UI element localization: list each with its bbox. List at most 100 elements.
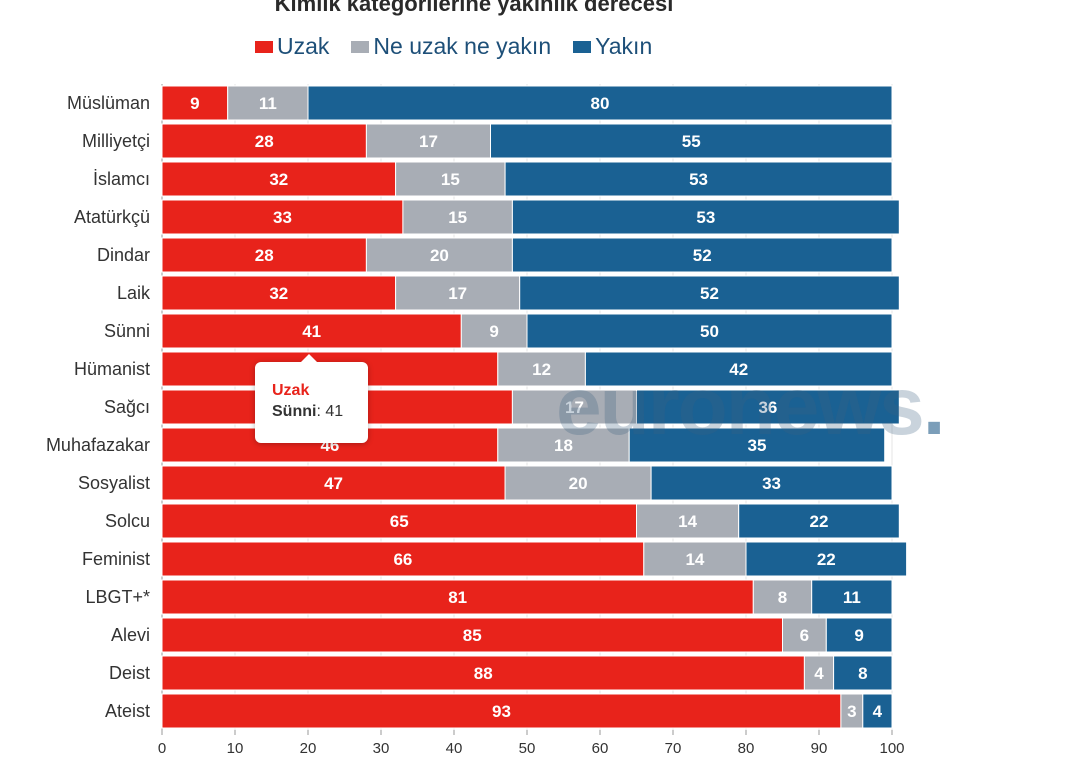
bar-uzak-deist[interactable]	[161, 655, 805, 691]
bar-yak-n-milliyet-i[interactable]	[490, 123, 893, 159]
data-label-ne-uzak-ne-yak-n-sa-c: 17	[565, 398, 584, 417]
data-label-uzak-lbgt: 81	[448, 588, 467, 607]
category-label-muhafazakar: Muhafazakar	[46, 435, 150, 455]
tooltip-series: Uzak	[272, 382, 310, 399]
data-label-yak-n-atat-rk: 53	[696, 208, 715, 227]
data-label-ne-uzak-ne-yak-n-deist: 4	[814, 664, 824, 683]
bar-ne-uzak-ne-yak-n-deist[interactable]	[803, 655, 835, 691]
euronews-watermark: euronews.	[556, 366, 946, 448]
category-label-dindar: Dindar	[97, 245, 150, 265]
bar-uzak-lbgt[interactable]	[161, 579, 754, 615]
category-label-i-slamc: İslamcı	[93, 169, 150, 189]
data-label-yak-n-deist: 8	[858, 664, 867, 683]
data-label-uzak-feminist: 66	[393, 550, 412, 569]
data-label-ne-uzak-ne-yak-n-feminist: 14	[685, 550, 704, 569]
data-label-yak-n-i-slamc: 53	[689, 170, 708, 189]
data-label-uzak-deist: 88	[474, 664, 493, 683]
category-label-sa-c: Sağcı	[104, 397, 150, 417]
data-label-uzak-s-nni: 41	[302, 322, 321, 341]
legend-item-uzak[interactable]: Uzak	[255, 33, 329, 60]
category-label-lbgt: LBGT+*	[85, 587, 150, 607]
data-label-uzak-milliyet-i: 28	[255, 132, 274, 151]
bar-yak-n-feminist[interactable]	[745, 541, 908, 577]
bar-uzak-i-slamc[interactable]	[161, 161, 397, 197]
category-label-m-sl-man: Müslüman	[67, 93, 150, 113]
bar-ne-uzak-ne-yak-n-lbgt[interactable]	[752, 579, 813, 615]
bar-uzak-sosyalist[interactable]	[161, 465, 506, 501]
bar-yak-n-laik[interactable]	[519, 275, 900, 311]
x-tick-label: 30	[373, 740, 390, 757]
data-label-ne-uzak-ne-yak-n-dindar: 20	[430, 246, 449, 265]
x-tick-label: 20	[300, 740, 317, 757]
data-label-uzak-solcu: 65	[390, 512, 409, 531]
bar-uzak-ateist[interactable]	[161, 693, 842, 729]
bar-uzak-alevi[interactable]	[161, 617, 783, 653]
bar-ne-uzak-ne-yak-n-dindar[interactable]	[365, 237, 513, 273]
data-label-uzak-alevi: 85	[463, 626, 482, 645]
bar-ne-uzak-ne-yak-n-feminist[interactable]	[643, 541, 747, 577]
bar-yak-n-sa-c[interactable]	[636, 389, 900, 425]
legend-item-ne-uzak-ne-yakin[interactable]: Ne uzak ne yakın	[351, 33, 551, 60]
bar-ne-uzak-ne-yak-n-laik[interactable]	[395, 275, 521, 311]
legend-label-ne-uzak-ne-yakin: Ne uzak ne yakın	[373, 33, 552, 59]
watermark-dot: .	[922, 361, 946, 452]
bar-yak-n-deist[interactable]	[833, 655, 893, 691]
bar-ne-uzak-ne-yak-n-muhafazakar[interactable]	[497, 427, 630, 463]
bar-ne-uzak-ne-yak-n-h-manist[interactable]	[497, 351, 586, 387]
data-label-ne-uzak-ne-yak-n-sosyalist: 20	[569, 474, 588, 493]
category-label-sosyalist: Sosyalist	[78, 473, 150, 493]
bar-yak-n-s-nni[interactable]	[526, 313, 893, 349]
bar-yak-n-muhafazakar[interactable]	[628, 427, 886, 463]
bar-yak-n-sosyalist[interactable]	[650, 465, 893, 501]
bar-uzak-atat-rk[interactable]	[161, 199, 404, 235]
x-tick-label: 100	[879, 740, 904, 757]
category-label-deist: Deist	[109, 663, 150, 683]
bar-uzak-dindar[interactable]	[161, 237, 367, 273]
bar-yak-n-i-slamc[interactable]	[504, 161, 893, 197]
bar-yak-n-dindar[interactable]	[511, 237, 893, 273]
bar-ne-uzak-ne-yak-n-i-slamc[interactable]	[395, 161, 506, 197]
bar-yak-n-solcu[interactable]	[738, 503, 900, 539]
data-label-ne-uzak-ne-yak-n-alevi: 6	[800, 626, 809, 645]
bar-ne-uzak-ne-yak-n-atat-rk[interactable]	[402, 199, 513, 235]
data-label-ne-uzak-ne-yak-n-laik: 17	[448, 284, 467, 303]
tooltip: Uzak Sünni: 41	[255, 354, 368, 443]
data-label-yak-n-milliyet-i: 55	[682, 132, 701, 151]
bar-ne-uzak-ne-yak-n-s-nni[interactable]	[460, 313, 528, 349]
legend: Uzak Ne uzak ne yakın Yakın	[255, 33, 652, 60]
category-label-alevi: Alevi	[111, 625, 150, 645]
bar-ne-uzak-ne-yak-n-milliyet-i[interactable]	[365, 123, 491, 159]
category-label-laik: Laik	[117, 283, 151, 303]
bar-uzak-feminist[interactable]	[161, 541, 645, 577]
bar-yak-n-h-manist[interactable]	[584, 351, 893, 387]
data-label-yak-n-dindar: 52	[693, 246, 712, 265]
data-label-yak-n-sosyalist: 33	[762, 474, 781, 493]
tooltip-separator: :	[316, 403, 321, 420]
data-label-uzak-m-sl-man: 9	[190, 94, 199, 113]
tooltip-arrow	[301, 354, 317, 362]
bar-yak-n-m-sl-man[interactable]	[307, 85, 893, 121]
bar-uzak-laik[interactable]	[161, 275, 397, 311]
data-label-yak-n-laik: 52	[700, 284, 719, 303]
bar-ne-uzak-ne-yak-n-m-sl-man[interactable]	[227, 85, 309, 121]
data-label-uzak-i-slamc: 32	[269, 170, 288, 189]
data-label-uzak-ateist: 93	[492, 702, 511, 721]
bar-yak-n-alevi[interactable]	[825, 617, 893, 653]
legend-label-uzak: Uzak	[277, 33, 330, 59]
bar-uzak-milliyet-i[interactable]	[161, 123, 367, 159]
bar-yak-n-ateist[interactable]	[862, 693, 893, 729]
bar-ne-uzak-ne-yak-n-sa-c[interactable]	[511, 389, 638, 425]
bar-uzak-solcu[interactable]	[161, 503, 637, 539]
legend-item-yakin[interactable]: Yakın	[573, 33, 652, 60]
category-label-ateist: Ateist	[105, 701, 150, 721]
data-label-ne-uzak-ne-yak-n-lbgt: 8	[778, 588, 787, 607]
x-tick-label: 70	[665, 740, 682, 757]
bar-yak-n-lbgt[interactable]	[811, 579, 893, 615]
bar-yak-n-atat-rk[interactable]	[511, 199, 900, 235]
legend-swatch-ne-uzak-ne-yakin	[351, 40, 370, 53]
bar-ne-uzak-ne-yak-n-alevi[interactable]	[782, 617, 827, 653]
data-label-ne-uzak-ne-yak-n-i-slamc: 15	[441, 170, 460, 189]
bar-uzak-m-sl-man[interactable]	[161, 85, 229, 121]
tooltip-category: Sünni	[272, 403, 317, 420]
